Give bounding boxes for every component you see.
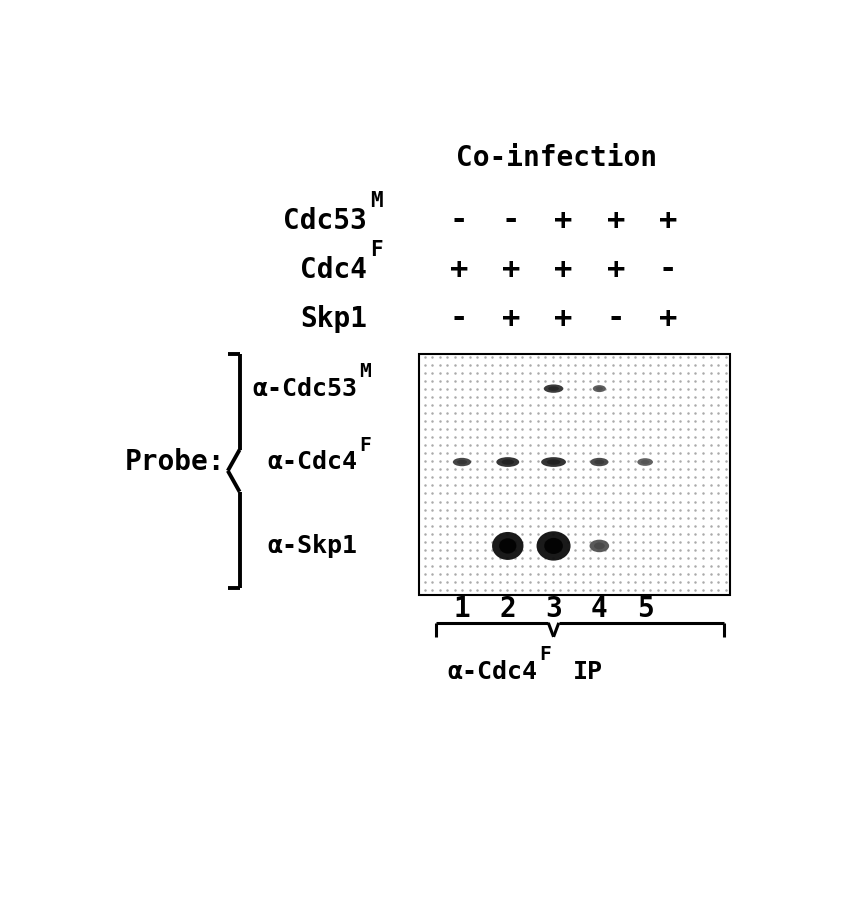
Text: α-Cdc53: α-Cdc53 <box>252 377 357 400</box>
Text: Co-infection: Co-infection <box>457 143 657 172</box>
Text: -: - <box>450 206 468 235</box>
Ellipse shape <box>589 539 609 552</box>
Text: -: - <box>659 255 677 284</box>
Text: +: + <box>555 255 572 284</box>
Text: +: + <box>502 304 520 333</box>
Text: M: M <box>371 192 383 212</box>
Text: 3: 3 <box>545 595 562 623</box>
Ellipse shape <box>544 384 564 393</box>
Text: +: + <box>659 304 677 333</box>
Text: M: M <box>360 362 371 381</box>
Text: +: + <box>502 255 520 284</box>
Text: α-Cdc4: α-Cdc4 <box>268 450 357 474</box>
Ellipse shape <box>453 458 471 466</box>
Text: Cdc53: Cdc53 <box>284 207 367 235</box>
Text: F: F <box>360 436 371 455</box>
Text: Skp1: Skp1 <box>300 305 367 332</box>
Text: -: - <box>607 304 625 333</box>
Ellipse shape <box>637 459 653 466</box>
Ellipse shape <box>590 458 609 466</box>
Ellipse shape <box>594 542 605 549</box>
Ellipse shape <box>596 387 603 390</box>
Ellipse shape <box>594 459 604 464</box>
Text: +: + <box>450 255 468 284</box>
Text: 1: 1 <box>453 595 470 623</box>
Text: Cdc4: Cdc4 <box>300 256 367 284</box>
Ellipse shape <box>457 459 467 464</box>
Text: F: F <box>371 241 383 261</box>
Text: IP: IP <box>573 660 603 684</box>
Ellipse shape <box>499 538 517 554</box>
Ellipse shape <box>547 459 560 465</box>
Text: +: + <box>555 206 572 235</box>
Text: +: + <box>607 255 625 284</box>
Text: -: - <box>450 304 468 333</box>
Text: Probe:: Probe: <box>125 448 225 476</box>
Text: α-Cdc4: α-Cdc4 <box>447 660 538 684</box>
Text: 2: 2 <box>500 595 517 623</box>
Text: α-Skp1: α-Skp1 <box>268 534 357 558</box>
Text: +: + <box>659 206 677 235</box>
Ellipse shape <box>541 457 566 467</box>
Text: +: + <box>607 206 625 235</box>
Text: F: F <box>539 645 551 664</box>
Ellipse shape <box>496 457 519 467</box>
Ellipse shape <box>501 459 514 465</box>
Text: -: - <box>502 206 520 235</box>
Ellipse shape <box>592 385 606 392</box>
Ellipse shape <box>492 532 523 560</box>
Ellipse shape <box>641 460 649 464</box>
Bar <box>419 354 730 595</box>
Ellipse shape <box>544 538 563 554</box>
Text: 5: 5 <box>636 595 653 623</box>
Ellipse shape <box>537 531 571 560</box>
Bar <box>419 354 730 595</box>
Text: 4: 4 <box>591 595 608 623</box>
Ellipse shape <box>548 386 559 391</box>
Text: +: + <box>555 304 572 333</box>
